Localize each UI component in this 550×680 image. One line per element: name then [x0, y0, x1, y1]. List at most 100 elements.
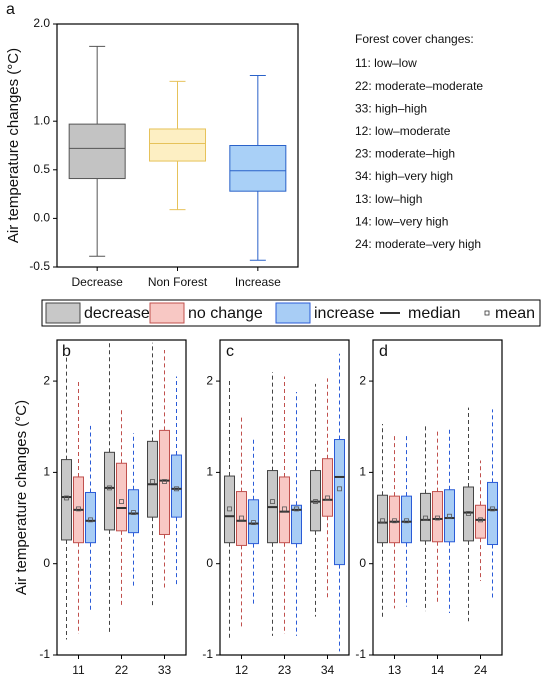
box	[68, 123, 126, 180]
legend-swatch	[275, 302, 311, 324]
y-tick-label: 0	[206, 556, 213, 570]
mean	[270, 499, 275, 505]
mean	[490, 506, 495, 512]
notes-title: Forest cover changes:	[355, 32, 474, 46]
box	[463, 486, 474, 542]
box	[224, 475, 235, 544]
notes-item: 14: low–very high	[355, 214, 448, 228]
notes-item: 11: low–low	[355, 56, 417, 70]
y-tick-label: 0	[43, 556, 50, 570]
x-tick-label: 11	[72, 663, 85, 677]
notes-item: 23: moderate–high	[355, 147, 455, 161]
mean	[174, 486, 179, 492]
legend-label: decrease	[84, 305, 150, 322]
mean	[337, 486, 342, 492]
x-tick-label: 14	[431, 663, 445, 677]
box	[248, 499, 259, 545]
mean	[251, 520, 256, 526]
mean	[131, 510, 136, 515]
x-tick-label: 22	[115, 663, 129, 677]
mean	[423, 515, 428, 521]
legend-label: median	[408, 305, 460, 322]
x-tick-label: Decrease	[71, 275, 123, 289]
box	[279, 476, 290, 544]
y-tick-label: 1	[206, 465, 213, 479]
box	[171, 454, 182, 518]
mean	[294, 506, 299, 512]
box	[104, 451, 115, 531]
mean	[325, 495, 330, 501]
box	[487, 481, 498, 546]
mean	[392, 518, 397, 524]
notes-item: 33: high–high	[355, 101, 427, 115]
mean	[162, 479, 167, 484]
box	[389, 495, 400, 544]
mean	[282, 506, 287, 512]
legend-label: increase	[314, 305, 375, 322]
box	[291, 504, 302, 545]
legend-swatch	[149, 302, 185, 324]
y-tick-label: 0	[359, 556, 366, 570]
mean	[404, 518, 409, 524]
mean	[478, 517, 483, 523]
y-tick-label: 1.0	[33, 113, 50, 127]
notes-item: 12: low–moderate	[355, 124, 451, 138]
legend-label: mean	[495, 305, 535, 322]
box	[432, 491, 443, 543]
mean	[466, 511, 471, 516]
y-tick-label: -0.5	[29, 259, 50, 273]
mean	[150, 479, 155, 484]
x-tick-label: 24	[474, 663, 488, 677]
box	[401, 495, 412, 544]
mean	[227, 506, 232, 512]
y-tick-label: 0.5	[33, 162, 50, 176]
mean	[88, 517, 93, 523]
y-tick-label: 1	[43, 465, 50, 479]
mean	[107, 485, 112, 491]
y-tick-label: 2.0	[33, 16, 50, 30]
mean	[435, 515, 440, 521]
legend-label: no change	[188, 305, 263, 322]
y-tick-label: -1	[355, 647, 366, 661]
y-tick-label: 0.0	[33, 211, 50, 225]
box	[236, 491, 247, 546]
x-tick-label: 34	[321, 663, 335, 677]
x-tick-label: Increase	[235, 275, 281, 289]
x-tick-label: 12	[235, 663, 249, 677]
mean	[64, 495, 69, 501]
panel-label: a	[6, 1, 15, 18]
mean	[119, 499, 124, 505]
mean	[313, 499, 318, 505]
y-tick-label: -1	[202, 647, 213, 661]
notes-item: 24: moderate–very high	[355, 237, 481, 251]
mean	[239, 515, 244, 521]
mean	[380, 518, 385, 524]
notes-item: 22: moderate–moderate	[355, 79, 483, 93]
box	[334, 439, 345, 566]
x-tick-label: 33	[158, 663, 172, 677]
x-tick-label: 23	[278, 663, 292, 677]
box	[322, 458, 333, 517]
box	[159, 429, 170, 535]
legend-swatch	[484, 310, 490, 316]
y-axis-title: Air temperature changes (°C)	[13, 400, 30, 595]
y-tick-label: 2	[206, 373, 213, 387]
x-tick-label: 13	[388, 663, 402, 677]
box	[420, 492, 431, 542]
mean	[447, 513, 452, 519]
box	[229, 145, 287, 192]
box	[444, 489, 455, 543]
legend-frame	[41, 299, 541, 327]
mean	[76, 506, 81, 512]
notes-item: 13: low–high	[355, 192, 422, 206]
legend-swatch	[45, 302, 81, 324]
panel-label: b	[62, 343, 71, 360]
notes-item: 34: high–very high	[355, 169, 453, 183]
box	[149, 128, 206, 162]
box	[116, 462, 127, 532]
y-tick-label: 1	[359, 465, 366, 479]
panel-label: c	[226, 343, 234, 360]
y-axis-title: Air temperature changes (°C)	[5, 48, 22, 243]
y-tick-label: 2	[359, 373, 366, 387]
